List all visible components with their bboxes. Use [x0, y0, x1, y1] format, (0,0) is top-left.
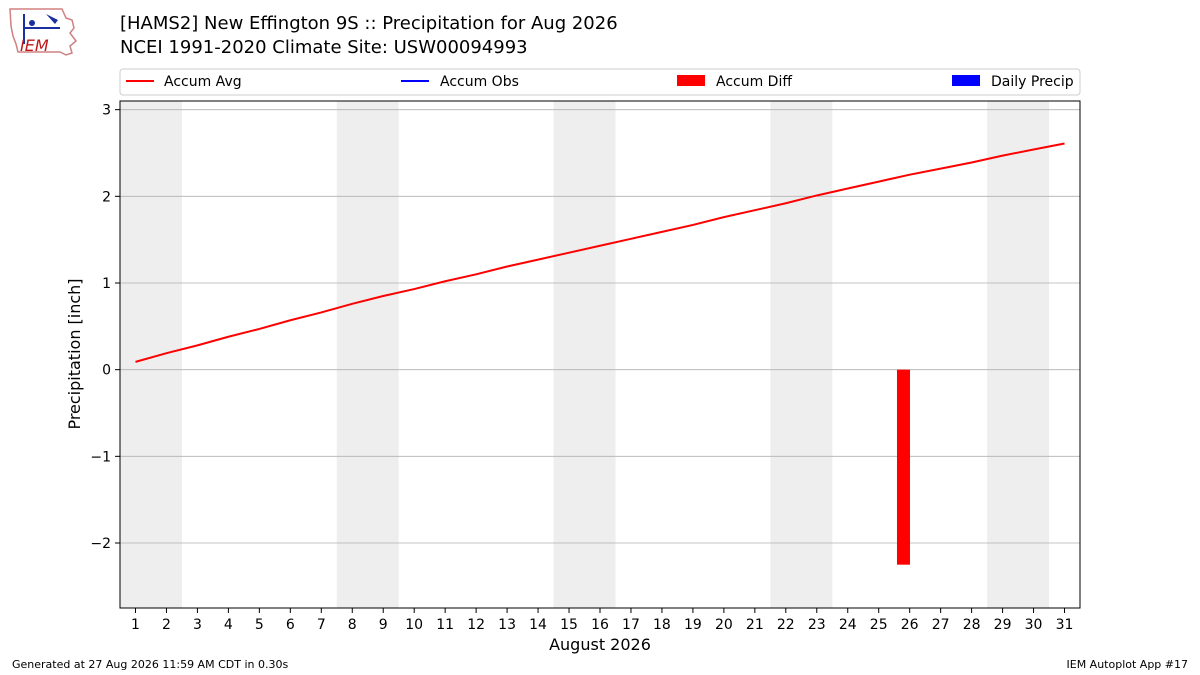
x-tick-label-16: 17	[622, 617, 640, 633]
x-tick-label-12: 13	[498, 617, 516, 633]
x-tick-label-1: 2	[162, 617, 171, 633]
x-tick-label-13: 14	[529, 617, 547, 633]
y-axis-ticks: −2 −1 0 1 2 3	[90, 103, 120, 552]
weekend-shade-0	[120, 101, 182, 608]
x-tick-label-29: 30	[1025, 617, 1043, 633]
legend-label-accum-obs: Accum Obs	[440, 74, 519, 90]
app-label: IEM Autoplot App #17	[1066, 658, 1189, 671]
x-tick-label-30: 31	[1056, 617, 1074, 633]
y-tick-label-0: −2	[90, 536, 111, 552]
x-axis-label: August 2026	[549, 635, 651, 654]
y-tick-label-4: 2	[102, 189, 111, 205]
x-tick-label-17: 18	[653, 617, 671, 633]
chart-subtitle: NCEI 1991-2020 Climate Site: USW00094993	[120, 37, 528, 58]
x-tick-label-14: 15	[560, 617, 578, 633]
accum-lines	[135, 142, 1065, 363]
x-tick-label-5: 6	[286, 617, 295, 633]
x-tick-label-11: 12	[467, 617, 485, 633]
x-tick-label-6: 7	[317, 617, 326, 633]
iem-logo: IEM	[9, 8, 78, 56]
x-tick-label-24: 25	[870, 617, 888, 633]
x-tick-label-4: 5	[255, 617, 264, 633]
x-tick-label-21: 22	[777, 617, 795, 633]
legend-swatch-accum-diff	[677, 75, 705, 86]
y-tick-label-5: 3	[102, 103, 111, 119]
bar-accum-diff-0	[896, 369, 910, 565]
legend: Accum Avg Accum Obs Accum Diff Daily Pre…	[119, 68, 1081, 96]
x-tick-label-18: 19	[684, 617, 702, 633]
y-axis-label: Precipitation [inch]	[65, 278, 84, 429]
weekend-shade-1	[336, 101, 399, 608]
x-tick-label-27: 28	[963, 617, 981, 633]
x-tick-label-15: 16	[591, 617, 609, 633]
x-tick-label-10: 11	[436, 617, 454, 633]
weekend-shade-3	[770, 101, 833, 608]
x-tick-label-7: 8	[348, 617, 357, 633]
legend-label-accum-diff: Accum Diff	[716, 74, 792, 90]
x-tick-label-26: 27	[932, 617, 950, 633]
x-tick-label-19: 20	[715, 617, 733, 633]
legend-swatch-daily-precip	[952, 75, 980, 86]
legend-label-accum-avg: Accum Avg	[164, 74, 242, 90]
weekend-shade-2	[553, 101, 616, 608]
y-tick-label-1: −1	[90, 449, 111, 465]
series-line-accum-avg	[135, 142, 1065, 363]
x-tick-label-20: 21	[746, 617, 764, 633]
x-axis-ticks: 1 2 3 4 5 6 7 8 9 10 11 12 13 14 15 16 17 18 19 20 21 22 23 24 2…	[131, 608, 1073, 633]
chart-title: [HAMS2] New Effington 9S :: Precipitatio…	[120, 13, 618, 34]
gridlines	[120, 109, 1080, 544]
generated-timestamp: Generated at 27 Aug 2026 11:59 AM CDT in…	[12, 658, 289, 671]
x-tick-label-23: 24	[839, 617, 857, 633]
legend-label-daily-precip: Daily Precip	[991, 74, 1074, 90]
weekend-shading	[120, 101, 1050, 608]
x-tick-label-3: 4	[224, 617, 233, 633]
x-tick-label-2: 3	[193, 617, 202, 633]
x-tick-label-25: 26	[901, 617, 919, 633]
diff-bars	[896, 369, 910, 565]
x-tick-label-9: 10	[405, 617, 423, 633]
x-tick-label-0: 1	[131, 617, 140, 633]
y-tick-label-2: 0	[102, 363, 111, 379]
logo-text: IEM	[20, 36, 49, 55]
x-tick-label-8: 9	[379, 617, 388, 633]
y-tick-label-3: 1	[102, 276, 111, 292]
x-tick-label-22: 23	[808, 617, 826, 633]
weekend-shade-4	[987, 101, 1050, 608]
x-tick-label-28: 29	[994, 617, 1012, 633]
